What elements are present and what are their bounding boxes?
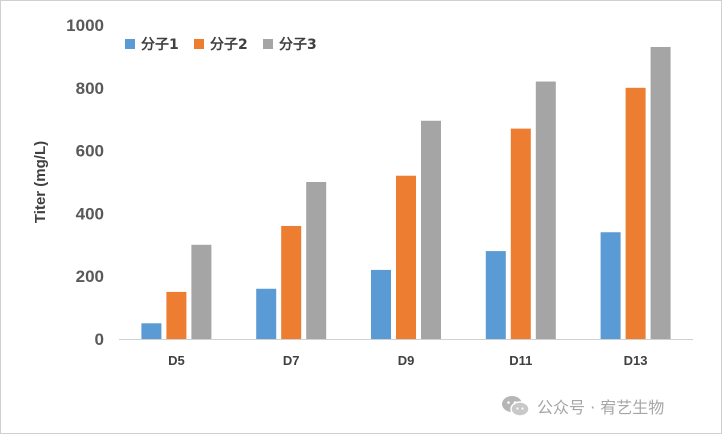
x-tick-label: D7 [283,353,300,368]
legend-swatch [125,39,135,49]
y-tick-label: 800 [76,79,104,98]
y-tick-label: 1000 [66,16,104,35]
wechat-icon [502,396,530,417]
bar [371,269,391,339]
legend-label: 分子3 [279,37,317,53]
y-tick-label: 0 [95,330,104,349]
bar [191,244,212,339]
legend-label: 分子2 [210,37,248,53]
x-tick-label: D9 [398,353,415,368]
watermark: 公众号 · 宥艺生物 [501,394,664,418]
y-axis-label: Titer (mg/L) [32,141,49,223]
bar [166,291,187,339]
bar [485,251,506,339]
bar [396,175,416,339]
bar [421,120,441,340]
bar [535,81,556,340]
y-tick-label: 400 [76,204,104,223]
bar [141,323,162,339]
bar [256,288,277,339]
x-tick-label: D5 [168,353,185,368]
bar [625,87,646,339]
legend-label: 分子1 [141,37,179,53]
legend-swatch [194,39,204,49]
y-tick-label: 200 [76,267,104,286]
watermark-text: 公众号 · 宥艺生物 [537,398,665,417]
x-tick-label: D13 [624,353,648,368]
bar [510,128,531,339]
bar [650,46,671,339]
bar [306,182,327,339]
bar [600,232,621,339]
x-tick-label: D11 [509,353,532,368]
legend-swatch [263,39,273,49]
bar [281,225,302,339]
y-tick-label: 600 [76,142,104,161]
